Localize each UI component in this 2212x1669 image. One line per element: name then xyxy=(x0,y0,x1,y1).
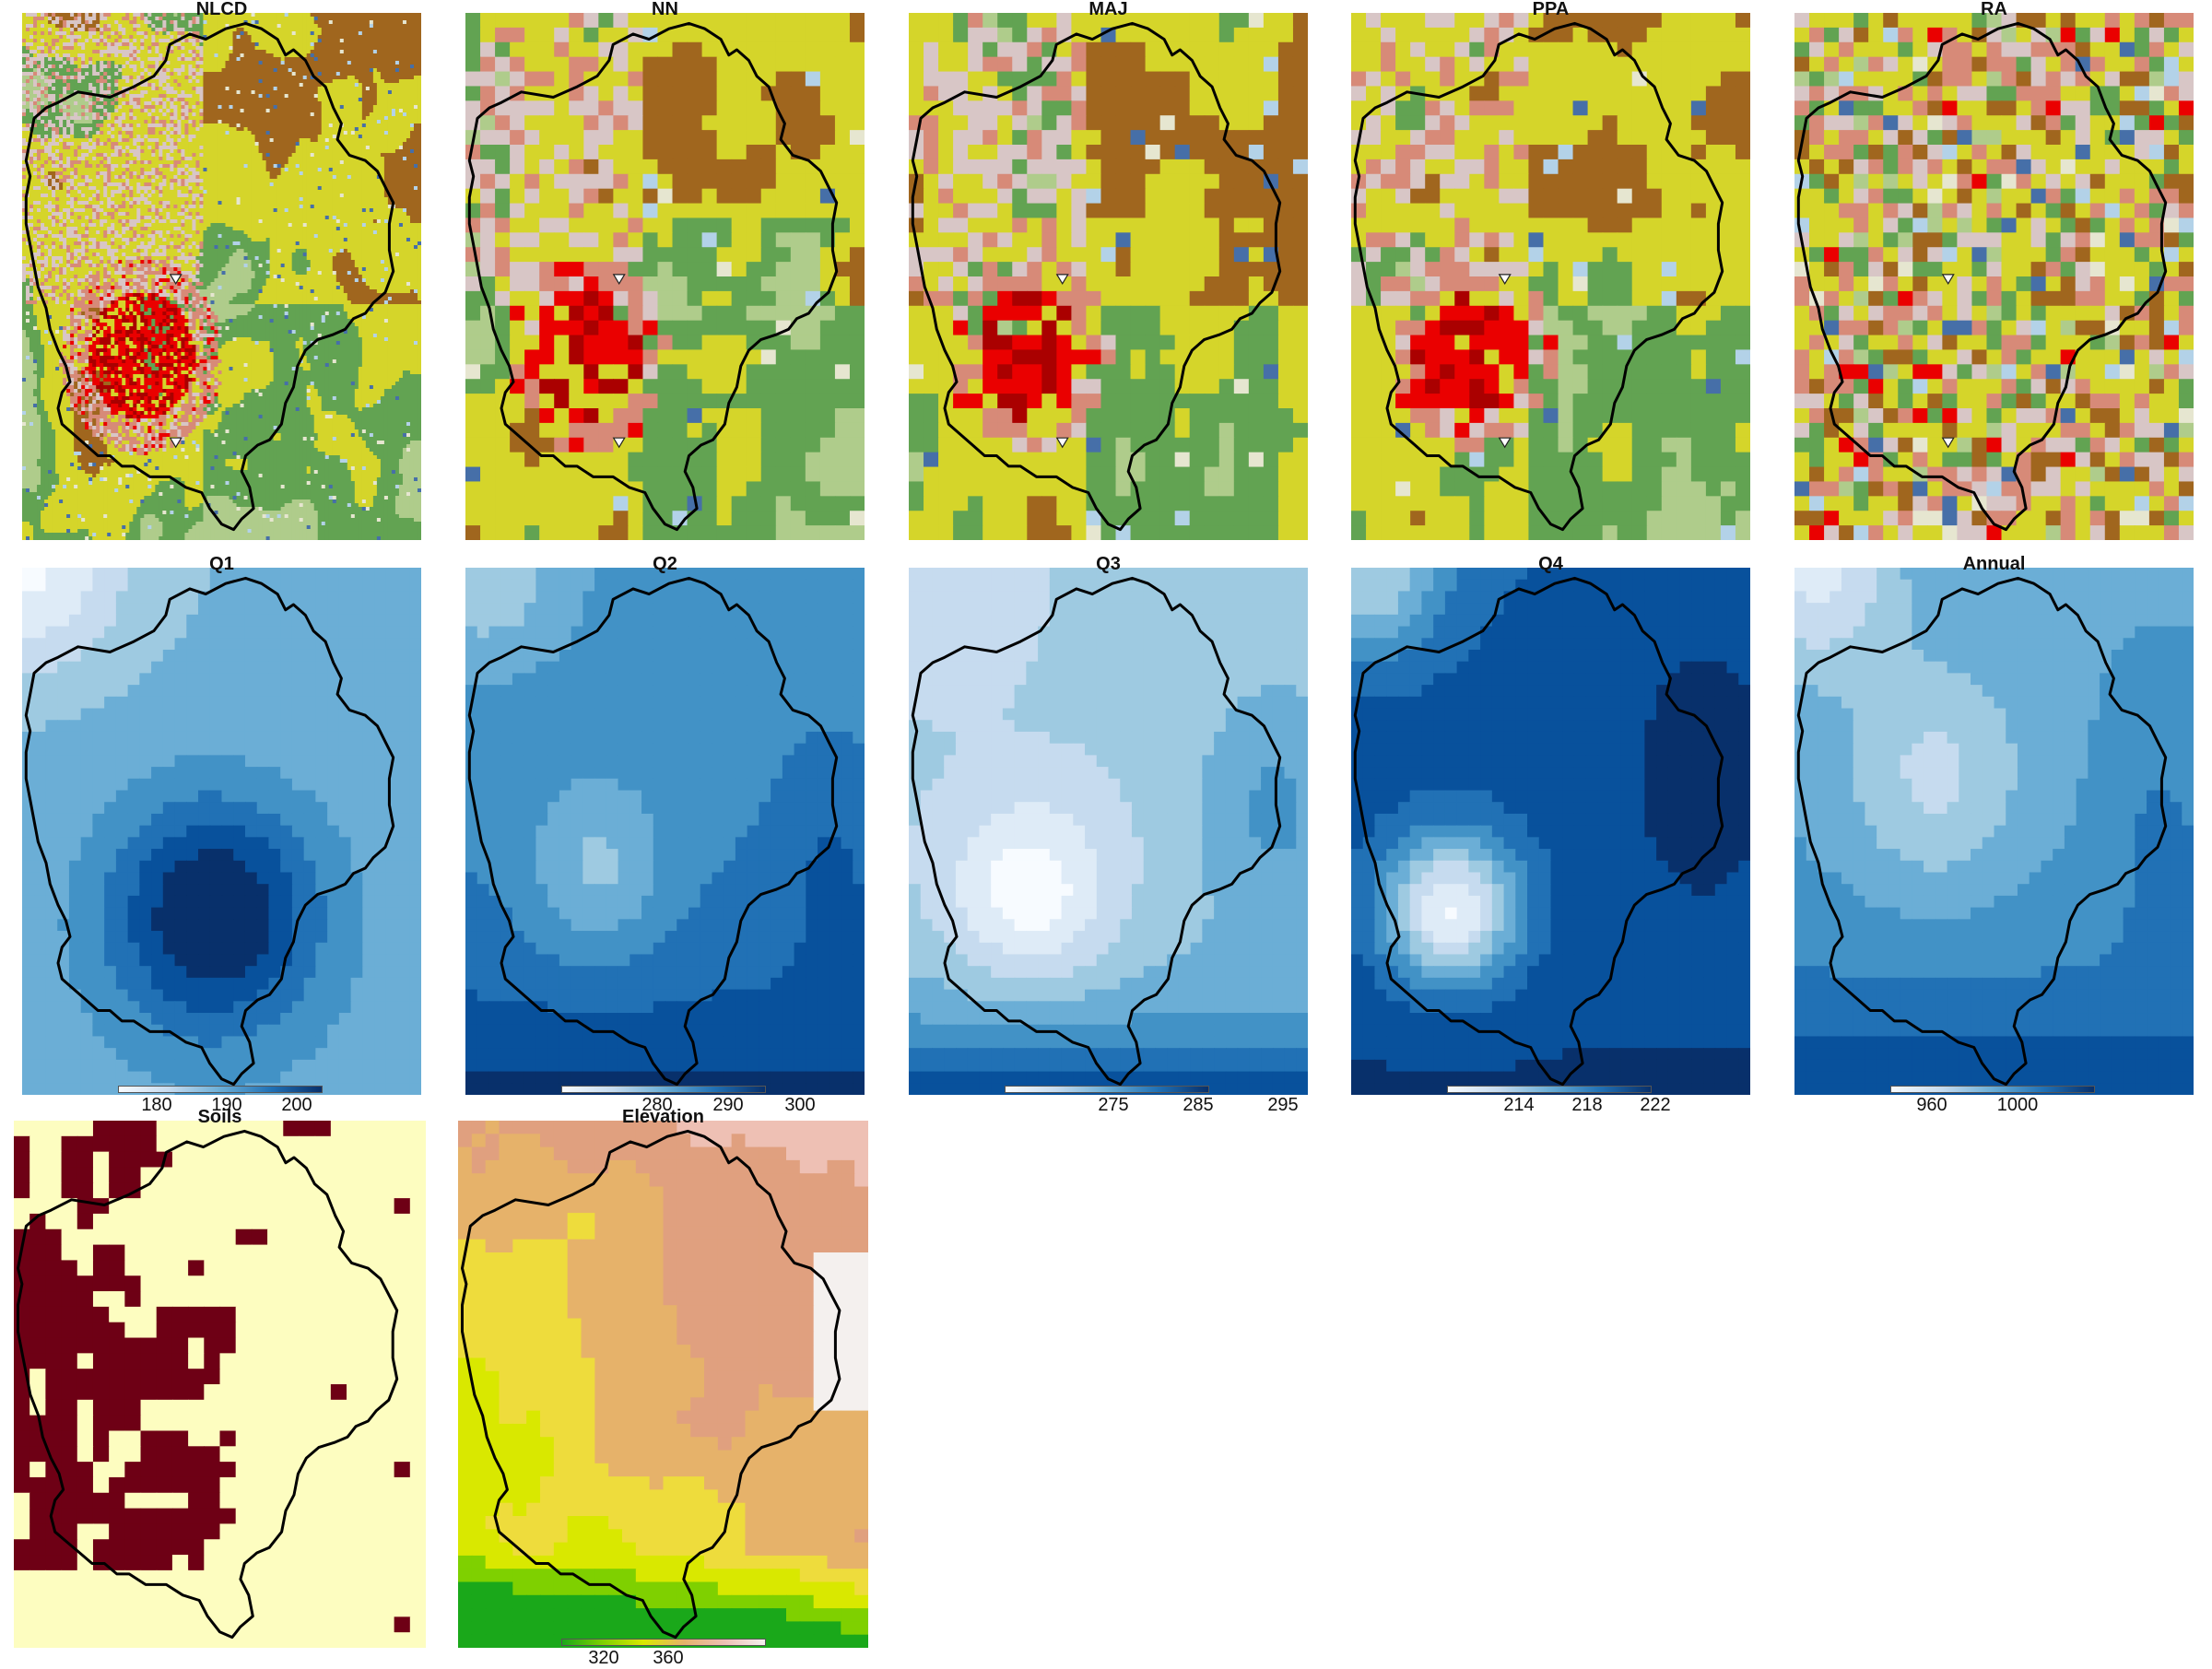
panel-soils: Soils xyxy=(14,1121,426,1648)
panel-title-maj: MAJ xyxy=(909,0,1308,18)
colorbar-ramp xyxy=(1890,1086,2095,1093)
panel-nn: NN xyxy=(465,13,865,540)
map-q1 xyxy=(22,568,421,1095)
map-nlcd xyxy=(22,13,421,540)
panel-title-nn: NN xyxy=(465,0,865,18)
panel-title-q2: Q2 xyxy=(465,555,865,573)
map-q4 xyxy=(1351,568,1750,1095)
panel-title-q1: Q1 xyxy=(22,555,421,573)
colorbar-tick-label: 222 xyxy=(1640,1095,1670,1116)
map-annual xyxy=(1794,568,2194,1095)
panel-q1: Q1 180 190 200 xyxy=(22,568,421,1095)
map-elevation xyxy=(458,1121,868,1648)
map-ra xyxy=(1794,13,2194,540)
map-q2 xyxy=(465,568,865,1095)
panel-title-q3: Q3 xyxy=(909,555,1308,573)
colorbar-tick-label: 960 xyxy=(1916,1095,1947,1116)
colorbar-tick-label: 218 xyxy=(1571,1095,1602,1116)
panel-title-ra: RA xyxy=(1794,0,2194,18)
panel-title-annual: Annual xyxy=(1794,555,2194,573)
colorbar-tick-label: 285 xyxy=(1182,1095,1213,1116)
panel-title-elevation: Elevation xyxy=(458,1108,868,1126)
panel-elevation: Elevation 320 360 xyxy=(458,1121,868,1648)
colorbar-ramp xyxy=(1005,1086,1209,1093)
colorbar-tick-label: 295 xyxy=(1267,1095,1298,1116)
colorbar-ramp xyxy=(118,1086,323,1093)
map-soils xyxy=(14,1121,426,1648)
panel-ra: RA xyxy=(1794,13,2194,540)
panel-ppa: PPA xyxy=(1351,13,1750,540)
map-maj xyxy=(909,13,1308,540)
colorbar-ramp xyxy=(561,1086,766,1093)
panel-title-soils: Soils xyxy=(14,1108,426,1126)
panel-q3: Q3 275 285 295 xyxy=(909,568,1308,1095)
map-nn xyxy=(465,13,865,540)
panel-title-nlcd: NLCD xyxy=(22,0,421,18)
map-q3 xyxy=(909,568,1308,1095)
panel-title-ppa: PPA xyxy=(1351,0,1750,18)
panel-title-q4: Q4 xyxy=(1351,555,1750,573)
colorbar-tick-label: 275 xyxy=(1098,1095,1128,1116)
panel-q4: Q4 214 218 222 xyxy=(1351,568,1750,1095)
colorbar-ramp xyxy=(561,1639,766,1646)
panel-annual: Annual 960 1000 xyxy=(1794,568,2194,1095)
map-ppa xyxy=(1351,13,1750,540)
panel-nlcd: NLCD xyxy=(22,13,421,540)
panel-q2: Q2 280 290 300 xyxy=(465,568,865,1095)
colorbar-tick-label: 1000 xyxy=(1997,1095,2039,1116)
colorbar-ramp xyxy=(1447,1086,1652,1093)
panel-maj: MAJ xyxy=(909,13,1308,540)
colorbar-tick-label: 214 xyxy=(1503,1095,1534,1116)
